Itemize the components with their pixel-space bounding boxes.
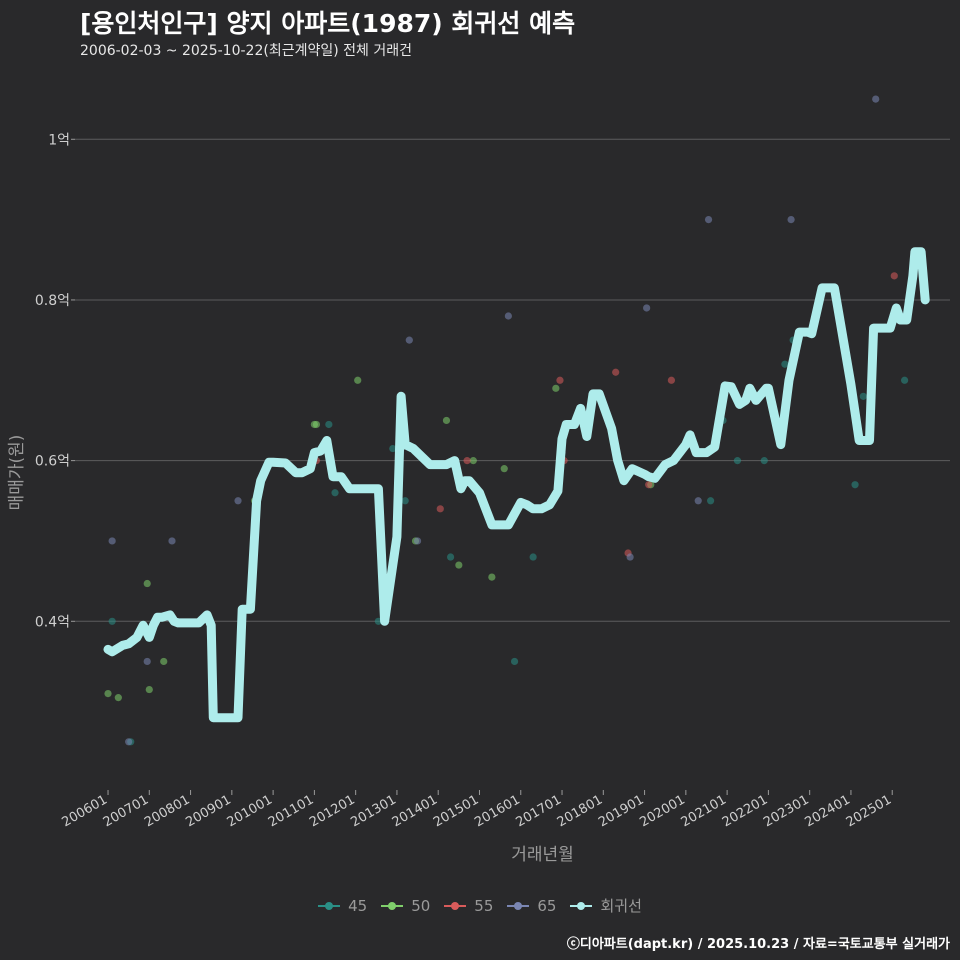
- legend-key-45: [318, 899, 341, 913]
- data-point-50: [104, 689, 112, 698]
- legend-item-55: 55: [444, 897, 493, 915]
- x-tick-label: 201801: [555, 792, 605, 830]
- legend-item-45: 45: [318, 897, 367, 915]
- x-tick-label: 201501: [431, 792, 481, 830]
- data-point-65: [405, 336, 413, 344]
- data-point-65: [704, 216, 713, 224]
- data-point-45: [781, 360, 789, 368]
- y-tick-label: 0.4억: [35, 614, 70, 630]
- x-tick-label: 202401: [802, 792, 852, 830]
- data-point-50: [160, 657, 168, 666]
- data-point-50: [442, 416, 451, 425]
- x-tick-label: 202001: [637, 792, 687, 830]
- y-axis-title: 매매가(원): [7, 435, 27, 511]
- x-tick-label: 201101: [266, 792, 316, 830]
- chart-subtitle: 2006-02-03 ~ 2025-10-22(최근계약일) 전체 거래건: [80, 43, 412, 59]
- data-point-65: [413, 537, 422, 545]
- x-tick-label: 201901: [596, 792, 646, 830]
- legend-item-regression: 회귀선: [570, 895, 642, 916]
- legend-label-55: 55: [474, 896, 494, 915]
- data-point-65: [787, 216, 795, 224]
- x-tick-label: 200801: [142, 792, 192, 830]
- data-point-65: [872, 95, 880, 103]
- data-point-65: [168, 537, 176, 545]
- x-tick-label: 201601: [472, 792, 522, 830]
- legend-item-65: 65: [507, 897, 556, 915]
- x-tick-label: 201401: [390, 792, 440, 830]
- data-point-45: [108, 617, 116, 625]
- x-tick-label: 200701: [101, 792, 151, 830]
- data-point-65: [143, 657, 151, 666]
- legend-key-65: [507, 899, 530, 913]
- data-point-50: [552, 384, 560, 392]
- data-point-65: [504, 312, 512, 320]
- data-point-50: [354, 376, 362, 384]
- data-point-45: [760, 457, 768, 465]
- chart-title: [용인처인구] 양지 아파트(1987) 회귀선 예측: [80, 9, 576, 38]
- x-tick-label: 201701: [514, 792, 564, 830]
- legend-key-50: [381, 899, 404, 913]
- x-tick-label: 200601: [60, 792, 110, 830]
- x-tick-label: 201201: [307, 792, 357, 830]
- y-tick-label: 1억: [48, 132, 70, 148]
- data-point-45: [401, 497, 409, 505]
- data-point-50: [500, 465, 508, 473]
- data-point-55: [890, 272, 898, 280]
- x-tick-label: 202501: [844, 792, 894, 830]
- data-point-65: [643, 304, 651, 312]
- data-point-65: [694, 497, 702, 505]
- data-point-50: [310, 420, 318, 429]
- data-point-65: [125, 738, 133, 746]
- data-point-45: [389, 444, 397, 453]
- legend-key-regression: [570, 899, 593, 913]
- legend-label-65: 65: [537, 896, 557, 915]
- data-point-45: [900, 376, 909, 384]
- data-point-65: [234, 497, 242, 505]
- data-point-50: [145, 685, 153, 694]
- legend: 45 50 55 65 회귀선: [0, 895, 960, 916]
- data-point-50: [143, 579, 151, 588]
- data-point-45: [529, 553, 537, 561]
- data-point-45: [510, 657, 519, 666]
- data-point-55: [667, 376, 676, 384]
- data-point-65: [626, 553, 634, 561]
- data-point-45: [707, 497, 715, 505]
- x-axis-title: 거래년월: [511, 845, 574, 865]
- data-point-45: [331, 489, 339, 497]
- data-point-45: [733, 457, 742, 465]
- x-tick-label: 202201: [720, 792, 770, 830]
- data-point-50: [114, 694, 122, 702]
- data-point-55: [612, 368, 620, 376]
- legend-key-55: [444, 899, 467, 913]
- data-point-45: [446, 553, 455, 561]
- footer-credit: ⓒ디아파트(dapt.kr) / 2025.10.23 / 자료=국토교통부 실…: [566, 937, 950, 952]
- y-tick-label: 0.8억: [35, 293, 70, 309]
- data-point-55: [436, 505, 444, 513]
- legend-label-regression: 회귀선: [600, 897, 642, 915]
- legend-label-45: 45: [348, 896, 368, 915]
- data-point-45: [859, 392, 867, 400]
- data-point-55: [463, 457, 471, 465]
- legend-item-50: 50: [381, 897, 430, 915]
- data-point-45: [325, 420, 333, 429]
- data-point-55: [645, 481, 653, 489]
- y-tick-label: 0.6억: [35, 454, 70, 470]
- x-tick-label: 201001: [225, 792, 275, 830]
- legend-label-50: 50: [411, 896, 431, 915]
- regression-line: [103, 247, 930, 723]
- data-point-45: [851, 481, 859, 489]
- x-tick-label: 202301: [761, 792, 811, 830]
- data-point-55: [556, 376, 564, 384]
- data-point-50: [455, 561, 463, 569]
- x-tick-label: 202101: [679, 792, 729, 830]
- x-tick-label: 201301: [348, 792, 398, 830]
- data-point-50: [488, 573, 496, 581]
- x-tick-label: 200901: [183, 792, 233, 830]
- data-point-50: [469, 457, 477, 465]
- data-point-65: [108, 537, 116, 545]
